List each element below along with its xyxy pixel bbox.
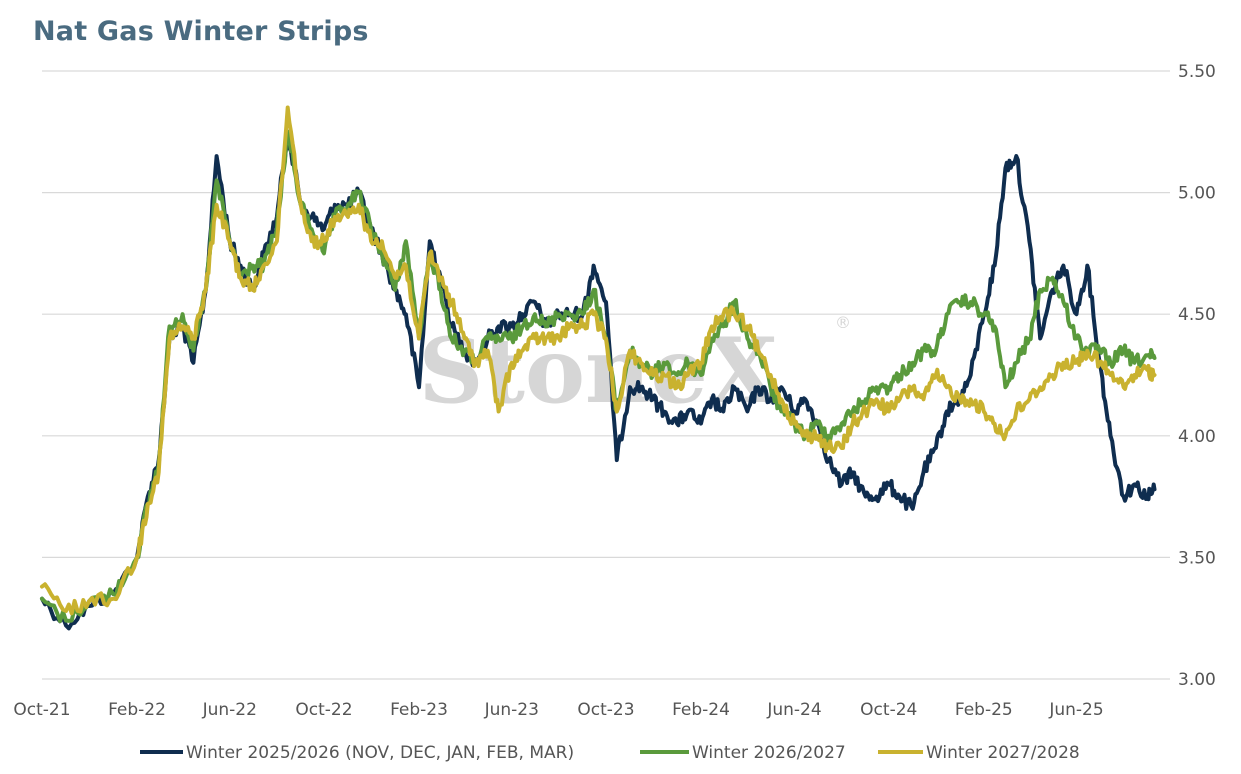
x-tick-label: Jun-23 (484, 700, 539, 720)
y-tick-label: 5.50 (1178, 62, 1216, 82)
x-tick-label: Oct-23 (577, 700, 634, 720)
x-axis: Oct-21 Feb-22 Jun-22 Oct-22 Feb-23 Jun-23 Oct-… (13, 700, 1103, 720)
x-tick-label: Feb-25 (955, 700, 1013, 720)
series-lines (40, 105, 1157, 631)
series-line-3 (40, 105, 1157, 616)
y-tick-label: 4.00 (1178, 427, 1216, 447)
legend-label: Winter 2025/2026 (NOV, DEC, JAN, FEB, MA… (186, 743, 574, 763)
x-tick-label: Oct-24 (860, 700, 917, 720)
legend-entry: Winter 2027/2028 (878, 743, 1080, 763)
legend-entry: Winter 2025/2026 (NOV, DEC, JAN, FEB, MA… (140, 743, 574, 763)
chart-title: Nat Gas Winter Strips (33, 16, 369, 47)
legend-label: Winter 2026/2027 (692, 743, 846, 763)
legend-label: Winter 2027/2028 (926, 743, 1080, 763)
x-tick-label: Feb-24 (672, 700, 730, 720)
watermark-registered-mark: ® (835, 313, 851, 332)
y-tick-label: 5.00 (1178, 184, 1216, 204)
y-tick-label: 3.50 (1178, 548, 1216, 568)
legend: Winter 2025/2026 (NOV, DEC, JAN, FEB, MA… (140, 743, 1080, 763)
y-tick-label: 4.50 (1178, 305, 1216, 325)
x-tick-label: Oct-22 (295, 700, 352, 720)
x-tick-label: Jun-24 (766, 700, 821, 720)
x-tick-label: Feb-22 (108, 700, 166, 720)
x-tick-label: Jun-22 (202, 700, 257, 720)
legend-entry: Winter 2026/2027 (640, 743, 846, 763)
x-tick-label: Jun-25 (1048, 700, 1103, 720)
x-tick-label: Feb-23 (390, 700, 448, 720)
x-tick-label: Oct-21 (13, 700, 70, 720)
y-axis: 3.00 3.50 4.00 4.50 5.00 5.50 (1178, 62, 1216, 690)
y-tick-label: 3.00 (1178, 670, 1216, 690)
series-line-1 (40, 129, 1157, 631)
